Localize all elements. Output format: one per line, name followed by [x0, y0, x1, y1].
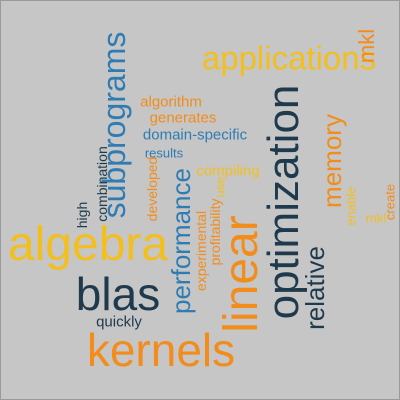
word-performance: performance — [168, 168, 194, 314]
word-blas: blas — [76, 271, 160, 317]
word-use: use — [214, 177, 227, 198]
word-applications: applications — [202, 42, 376, 75]
word-algorithm: algorithm — [140, 95, 202, 110]
word-mkl-lower: mkl — [366, 212, 386, 225]
word-linear: linear — [218, 215, 266, 332]
word-relative: relative — [302, 246, 328, 330]
word-compiling: compiling — [196, 164, 259, 179]
word-experimental: experimental — [194, 211, 208, 291]
word-domain-specific: domain-specific — [143, 128, 247, 143]
word-developed: developed — [145, 157, 159, 222]
word-kernels: kernels — [87, 327, 235, 373]
word-memory: memory — [319, 114, 345, 208]
word-algebra: algebra — [8, 221, 168, 269]
word-combination: combination — [95, 146, 109, 222]
word-mkl: mkl — [356, 29, 378, 63]
word-enable: enable — [345, 186, 358, 225]
word-generates: generates — [150, 111, 217, 126]
